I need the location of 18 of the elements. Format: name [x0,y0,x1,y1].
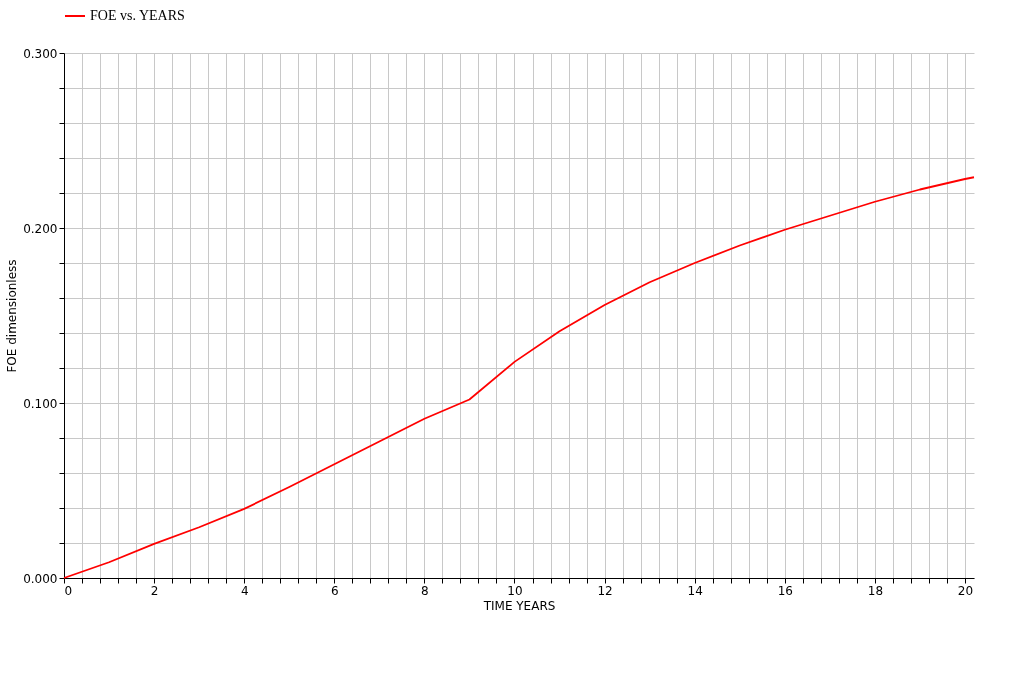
x-tick-label: 2 [150,583,159,598]
x-tick-label: 16 [777,583,793,598]
x-tick-label: 14 [687,583,703,598]
x-tick-label: 6 [330,583,339,598]
legend-label: FOE vs. YEARS [90,8,185,23]
y-axis-title: FOE dimensionless [5,259,20,373]
y-tick-label: 0.300 [23,46,58,61]
x-tick-label: 18 [867,583,884,598]
x-tick-label: 4 [240,583,249,598]
x-axis-title: TIME YEARS [482,598,556,613]
x-tick-label: 0 [64,583,73,598]
y-tick-label: 0.100 [23,396,58,411]
y-tick-label: 0.000 [23,571,58,586]
x-tick-label: 10 [507,583,523,598]
x-tick-label: 8 [421,583,429,598]
x-tick-label: 20 [957,583,974,598]
y-tick-label: 0.200 [23,221,58,236]
x-tick-label: 12 [597,583,613,598]
